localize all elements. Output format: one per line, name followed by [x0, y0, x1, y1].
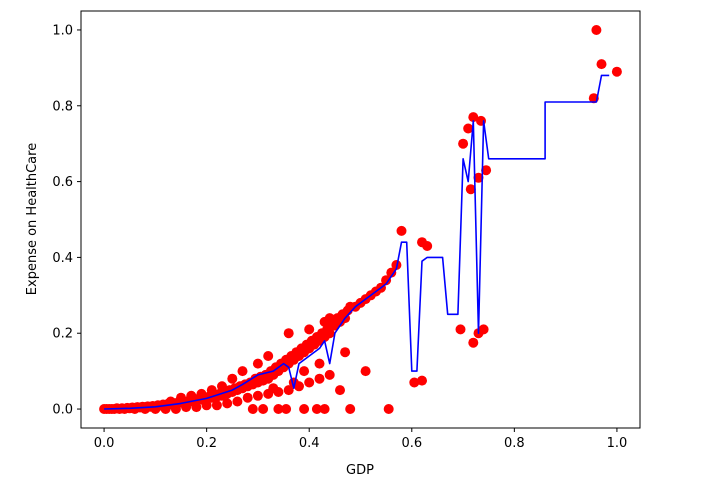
scatter-point: [596, 59, 607, 70]
x-tick-label: 0.4: [299, 436, 320, 451]
plot-layer: [99, 25, 622, 414]
scatter-point: [211, 400, 222, 411]
scatter-point: [191, 402, 202, 413]
y-tick-label: 1.0: [52, 23, 73, 38]
scatter-point: [170, 404, 181, 414]
scatter-point: [311, 404, 322, 414]
scatter-point: [283, 328, 294, 339]
scatter-point: [150, 404, 161, 414]
axis-layer: 0.0 0.2 0.4 0.6 0.8 1.0 0.0 0.2 0.4 0.6 0.8 1.0: [52, 10, 641, 451]
scatter-point: [281, 404, 292, 414]
scatter-point: [129, 404, 140, 414]
scatter-point: [360, 366, 371, 377]
scatter-point: [417, 375, 427, 386]
y-tick-label: 0.2: [52, 327, 73, 342]
scatter-point: [283, 385, 294, 396]
scatter-point: [465, 184, 476, 195]
scatter-point: [299, 404, 310, 414]
scatter-point: [181, 402, 192, 413]
y-axis-label: Expense on HealthCare: [25, 143, 40, 295]
scatter-point: [314, 358, 325, 369]
scatter-point: [409, 377, 420, 388]
y-tick-label: 0.8: [52, 99, 73, 114]
scatter-point: [481, 165, 492, 176]
scatter-point: [304, 377, 315, 388]
fit-line: [104, 74, 610, 410]
scatter-point: [206, 385, 217, 396]
scatter-point: [381, 275, 392, 286]
x-tick-label: 0.6: [401, 436, 422, 451]
scatter-point: [304, 324, 315, 335]
scatter-point: [242, 392, 253, 403]
scatter-point: [232, 396, 243, 407]
scatter-point: [324, 313, 335, 324]
x-tick-label: 0.2: [196, 436, 217, 451]
scatter-point: [299, 366, 310, 377]
y-tick-label: 0.6: [52, 175, 73, 190]
y-tick-label: 0.0: [52, 403, 73, 418]
scatter-point: [201, 400, 212, 411]
scatter-point: [463, 123, 474, 134]
scatter-point: [383, 404, 394, 414]
scatter-point: [263, 351, 274, 361]
scatter-point: [319, 404, 330, 414]
scatter-point: [252, 390, 263, 401]
scatter-point: [458, 138, 469, 149]
scatter-point: [611, 66, 622, 77]
scatter-point: [314, 373, 325, 384]
scatter-point: [247, 404, 258, 414]
x-tick-label: 0.0: [94, 436, 115, 451]
y-tick-label: 0.4: [52, 251, 73, 266]
scatter-point: [273, 404, 284, 414]
scatter-point: [217, 381, 227, 392]
scatter-point: [468, 337, 479, 348]
scatter-point: [196, 388, 207, 399]
scatter-point: [324, 369, 335, 380]
scatter-point: [140, 404, 151, 414]
scatter-point: [340, 347, 351, 358]
scatter-point: [268, 383, 279, 394]
scatter-point: [222, 398, 233, 409]
scatter-point: [473, 172, 484, 183]
scatter-point: [422, 241, 433, 251]
scatter-point: [345, 404, 356, 414]
plot-frame: [80, 10, 641, 429]
x-tick-label: 0.8: [504, 436, 525, 451]
scatter-point: [227, 373, 238, 384]
scatter-point: [468, 112, 479, 123]
scatter-point: [186, 390, 197, 401]
scatter-point: [591, 25, 602, 35]
scatter-point: [258, 404, 269, 414]
x-axis-label: GDP: [346, 463, 374, 478]
scatter-point: [396, 225, 407, 236]
scatter-point: [386, 267, 397, 278]
x-tick-label: 1.0: [607, 436, 628, 451]
scatter-point: [237, 366, 248, 377]
scatter-point: [478, 324, 489, 335]
scatter-point: [324, 328, 335, 339]
scatter-point: [252, 358, 263, 369]
scatter-point: [335, 385, 345, 396]
scatter-point: [176, 392, 186, 403]
scatter-point: [455, 324, 466, 335]
